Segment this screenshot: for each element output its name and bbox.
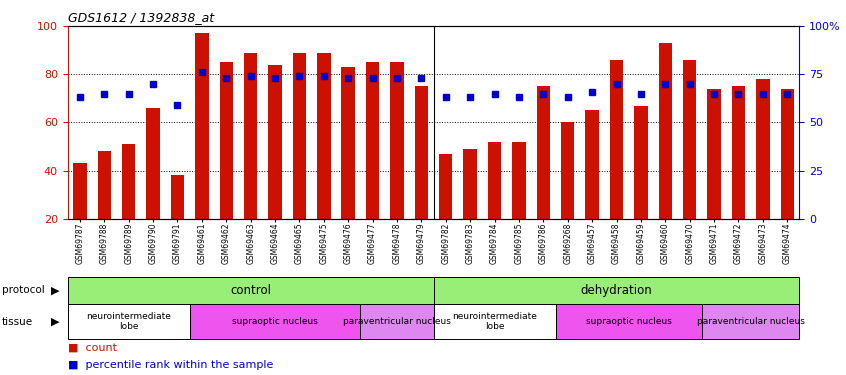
Bar [73, 164, 86, 219]
Bar [415, 86, 428, 219]
Bar [433, 304, 556, 339]
Bar [732, 86, 745, 219]
Bar [556, 304, 702, 339]
Text: neurointermediate
lobe: neurointermediate lobe [452, 312, 537, 331]
Bar [268, 65, 282, 219]
Text: neurointermediate
lobe: neurointermediate lobe [86, 312, 171, 331]
Bar [317, 53, 331, 219]
Bar [390, 62, 404, 219]
Bar [658, 43, 672, 219]
Text: tissue: tissue [2, 316, 33, 327]
Text: protocol: protocol [2, 285, 45, 295]
Bar [365, 62, 379, 219]
Bar [171, 176, 184, 219]
Text: paraventricular nucleus: paraventricular nucleus [697, 317, 805, 326]
Bar [781, 89, 794, 219]
Text: supraoptic nucleus: supraoptic nucleus [232, 317, 318, 326]
Text: ■  percentile rank within the sample: ■ percentile rank within the sample [68, 360, 273, 370]
Text: supraoptic nucleus: supraoptic nucleus [585, 317, 672, 326]
Bar [702, 304, 799, 339]
Bar [244, 53, 257, 219]
Bar [342, 67, 355, 219]
Bar [756, 79, 770, 219]
Bar [536, 86, 550, 219]
Bar [585, 110, 599, 219]
Text: dehydration: dehydration [580, 284, 652, 297]
Text: ▶: ▶ [51, 285, 59, 295]
Bar [68, 304, 190, 339]
Bar [488, 142, 502, 219]
Text: GDS1612 / 1392838_at: GDS1612 / 1392838_at [68, 11, 214, 24]
Bar [190, 304, 360, 339]
Bar [122, 144, 135, 219]
Bar [146, 108, 160, 219]
Bar [439, 154, 453, 219]
Bar [707, 89, 721, 219]
Bar [610, 60, 624, 219]
Bar [97, 151, 111, 219]
Bar [219, 62, 233, 219]
Bar [360, 304, 433, 339]
Text: paraventricular nucleus: paraventricular nucleus [343, 317, 451, 326]
Bar [561, 122, 574, 219]
Bar [195, 33, 209, 219]
Bar [433, 277, 799, 304]
Bar [634, 106, 648, 219]
Text: ▶: ▶ [51, 316, 59, 327]
Bar [68, 277, 433, 304]
Text: control: control [230, 284, 271, 297]
Text: ■  count: ■ count [68, 343, 117, 353]
Bar [512, 142, 525, 219]
Bar [464, 149, 477, 219]
Bar [293, 53, 306, 219]
Bar [683, 60, 696, 219]
